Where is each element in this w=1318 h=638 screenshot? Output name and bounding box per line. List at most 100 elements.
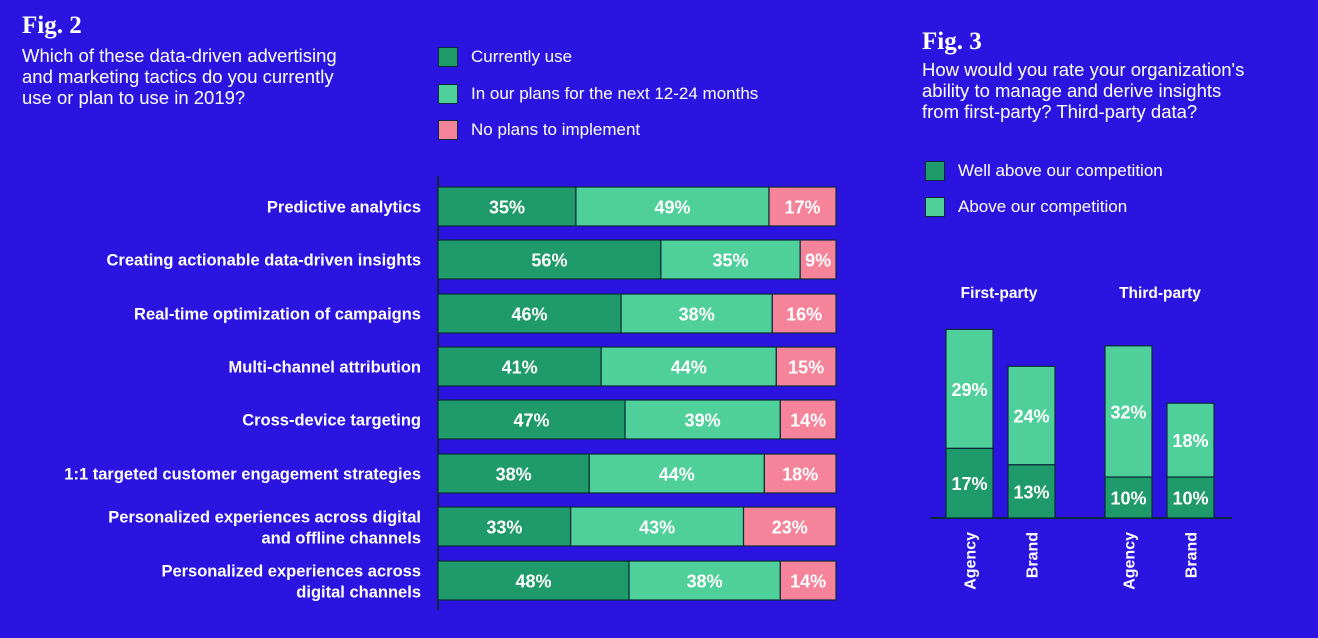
bar-segment-no-plans: [768, 186, 837, 227]
bar-value-label: 39%: [685, 411, 721, 431]
bar-segment-above: [1166, 402, 1215, 478]
legend-label: Above our competition: [958, 197, 1128, 216]
bar-segment-currently-use: [437, 506, 572, 547]
fig3-question-line: How would you rate your organization's: [922, 59, 1245, 80]
bar-segment-currently-use: [437, 560, 630, 601]
bar-value-label: 9%: [805, 251, 831, 271]
fig2-question: Which of these data-driven advertising a…: [22, 45, 337, 108]
legend-swatch: [925, 197, 945, 217]
bar-segment-currently-use: [437, 239, 662, 280]
bar-segment-in-plans: [570, 506, 745, 547]
group-label: First-party: [961, 285, 1038, 302]
bar-value-label: 38%: [679, 305, 715, 325]
category-label: and offline channels: [261, 530, 421, 548]
fig2-legend-no-plans: No plans to implement: [438, 120, 640, 140]
bar-segment-in-plans: [600, 346, 777, 387]
bar-segment-in-plans: [628, 560, 781, 601]
category-label: Multi-channel attribution: [229, 359, 421, 377]
bar-segment-well-above: [1007, 464, 1056, 519]
fig3-legend-well-above: Well above our competition: [925, 161, 1163, 181]
fig2-question-line: Which of these data-driven advertising: [22, 45, 337, 66]
bar-value-label: 46%: [512, 305, 548, 325]
bar-segment-well-above: [1166, 476, 1215, 519]
bar-value-label: 38%: [687, 572, 723, 592]
bar-segment-in-plans: [588, 453, 765, 494]
fig2-legend-currently-use: Currently use: [438, 47, 572, 67]
bar-value-label: 47%: [514, 411, 550, 431]
bar-value-label: 13%: [1013, 482, 1049, 502]
bar-segment-above: [1104, 345, 1153, 478]
bar-value-label: 33%: [486, 518, 522, 538]
category-label: digital channels: [296, 584, 421, 602]
category-label: Personalized experiences across digital: [108, 509, 421, 527]
bar-value-label: 18%: [1172, 431, 1208, 451]
fig2-legend-in-plans: In our plans for the next 12-24 months: [438, 84, 758, 104]
bar-segment-no-plans: [779, 399, 837, 440]
bar-value-label: 35%: [713, 251, 749, 271]
bar-value-label: 56%: [531, 251, 567, 271]
category-label: Cross-device targeting: [242, 412, 421, 430]
category-label: Real-time optimization of campaigns: [134, 306, 421, 324]
bar-segment-currently-use: [437, 346, 602, 387]
category-label: Brand: [1184, 532, 1201, 578]
bar-segment-well-above: [945, 447, 994, 519]
fig3-legend-above: Above our competition: [925, 197, 1127, 217]
legend-swatch: [438, 47, 458, 67]
bar-value-label: 32%: [1110, 402, 1146, 422]
category-label: Creating actionable data-driven insights: [107, 252, 421, 270]
bar-value-label: 24%: [1013, 407, 1049, 427]
bar-value-label: 49%: [654, 198, 690, 218]
category-label: Personalized experiences across: [161, 563, 421, 581]
category-label: Predictive analytics: [267, 199, 421, 217]
legend-swatch: [438, 120, 458, 140]
bar-segment-in-plans: [660, 239, 801, 280]
bar-value-label: 38%: [496, 465, 532, 485]
fig3-label: Fig. 3: [922, 28, 982, 55]
bar-value-label: 44%: [671, 358, 707, 378]
bar-value-label: 44%: [659, 465, 695, 485]
bar-segment-no-plans: [775, 346, 837, 387]
bar-value-label: 15%: [788, 358, 824, 378]
bar-value-label: 23%: [772, 518, 808, 538]
bar-segment-currently-use: [437, 186, 577, 227]
bar-value-label: 14%: [790, 411, 826, 431]
bar-segment-above: [1007, 365, 1056, 466]
group-label: Third-party: [1119, 285, 1201, 302]
bar-segment-no-plans: [771, 293, 837, 334]
bar-value-label: 17%: [951, 474, 987, 494]
bar-value-label: 35%: [489, 198, 525, 218]
fig2-label: Fig. 2: [22, 12, 82, 39]
bar-segment-no-plans: [742, 506, 837, 547]
legend-label: No plans to implement: [471, 120, 641, 139]
category-label: Brand: [1025, 532, 1042, 578]
category-label: Agency: [963, 532, 980, 590]
bar-segment-no-plans: [779, 560, 837, 601]
bar-value-label: 48%: [516, 572, 552, 592]
bar-segment-no-plans: [763, 453, 837, 494]
fig3-question-line: from first-party? Third-party data?: [922, 101, 1198, 122]
fig2-question-line: use or plan to use in 2019?: [22, 87, 246, 108]
legend-swatch: [438, 84, 458, 104]
bar-value-label: 17%: [784, 198, 820, 218]
category-label: Agency: [1122, 532, 1139, 590]
bar-segment-in-plans: [575, 186, 770, 227]
bar-segment-in-plans: [620, 293, 773, 334]
legend-swatch: [925, 161, 945, 181]
legend-label: In our plans for the next 12-24 months: [471, 84, 759, 103]
bar-segment-no-plans: [799, 239, 837, 280]
bar-value-label: 10%: [1110, 489, 1146, 509]
bar-segment-well-above: [1104, 476, 1153, 519]
bar-value-label: 43%: [639, 518, 675, 538]
bar-value-label: 18%: [782, 465, 818, 485]
legend-label: Currently use: [471, 47, 573, 66]
fig3-question-line: ability to manage and derive insights: [922, 80, 1222, 101]
category-label: 1:1 targeted customer engagement strateg…: [64, 466, 421, 484]
bar-segment-above: [945, 328, 994, 449]
bar-segment-in-plans: [624, 399, 781, 440]
bar-segment-currently-use: [437, 293, 622, 334]
bar-value-label: 10%: [1172, 489, 1208, 509]
legend-label: Well above our competition: [958, 161, 1163, 180]
bar-value-label: 29%: [951, 380, 987, 400]
bar-segment-currently-use: [437, 399, 626, 440]
